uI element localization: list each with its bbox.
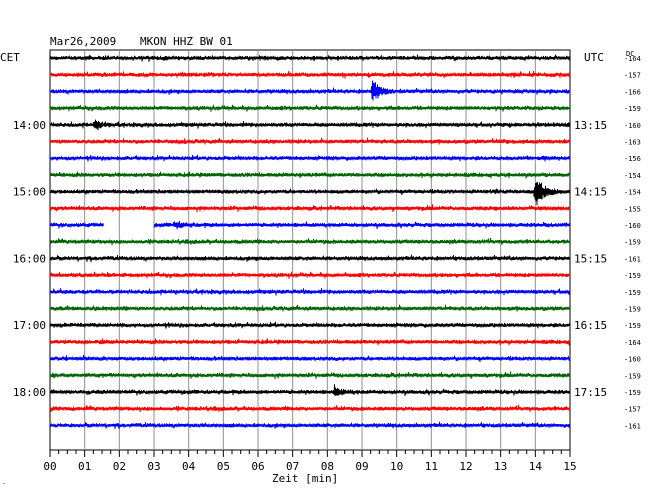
x-tick-label: 12 [459, 460, 472, 473]
trace-line-row-22 [49, 421, 571, 430]
dc-header-label: DC [626, 50, 634, 58]
x-tick-label: 01 [78, 460, 91, 473]
trace-line-row-9 [49, 204, 571, 213]
trace-line-row-20 [49, 384, 571, 397]
trace-line-row-21 [49, 404, 571, 413]
right-hour-label: 14:15 [574, 186, 607, 199]
trace-line-row-1 [49, 70, 571, 79]
dc-offset-label: -156 [624, 155, 641, 163]
x-tick-label: 06 [251, 460, 264, 473]
x-tick-label: 11 [425, 460, 438, 473]
dc-offset-label: -161 [624, 422, 641, 430]
trace-line-row-5 [49, 137, 571, 145]
trace-line-row-4 [49, 119, 571, 131]
dc-offset-label: -159 [624, 239, 641, 247]
dc-offset-label: -164 [624, 339, 641, 347]
left-hour-label: 18:00 [13, 386, 46, 399]
x-tick-label: 03 [147, 460, 160, 473]
dc-offset-label: -159 [624, 272, 641, 280]
x-tick-label: 02 [113, 460, 126, 473]
x-tick-label: 13 [494, 460, 507, 473]
x-tick-label: 00 [43, 460, 56, 473]
dc-offset-label: -154 [624, 172, 641, 180]
dc-offset-label: -166 [624, 88, 641, 96]
chart-date: Mar26,2009 [50, 35, 116, 48]
x-tick-label: 05 [217, 460, 230, 473]
x-tick-label: 07 [286, 460, 299, 473]
left-timezone-label: CET [0, 51, 20, 64]
left-hour-label: 16:00 [13, 252, 46, 265]
trace-line-row-8 [49, 181, 571, 206]
trace-line-row-3 [49, 104, 571, 112]
dc-offset-label: -164 [624, 55, 641, 63]
left-hour-label: 17:00 [13, 319, 46, 332]
trace-line-row-12 [49, 254, 571, 263]
dc-offset-label: -160 [624, 222, 641, 230]
dc-offset-label: -160 [624, 122, 641, 130]
trace-line-row-0 [49, 54, 571, 62]
x-tick-label: 08 [321, 460, 334, 473]
dc-offset-label: -155 [624, 205, 641, 213]
dc-offset-label: -159 [624, 105, 641, 113]
trace-line-row-7 [49, 171, 571, 179]
right-hour-label: 15:15 [574, 252, 607, 265]
plot-frame [49, 49, 571, 451]
x-axis-label: Zeit [min] [272, 472, 338, 485]
right-timezone-label: UTC [584, 51, 604, 64]
x-tick-label: 14 [529, 460, 543, 473]
trace-line-row-13 [49, 271, 571, 279]
trace-line-row-11 [49, 237, 571, 246]
trace-line-row-16 [49, 321, 571, 329]
x-tick-label: 04 [182, 460, 196, 473]
trace-line-row-14 [49, 287, 571, 296]
right-hour-label: 16:15 [574, 319, 607, 332]
left-hour-label: 14:00 [13, 119, 46, 132]
dc-offset-label: -161 [624, 255, 641, 263]
x-tick-label: 09 [355, 460, 368, 473]
x-tick-label: 10 [390, 460, 403, 473]
dc-offset-label: -157 [624, 406, 641, 414]
left-hour-label: 15:00 [13, 186, 46, 199]
dc-offset-label: -159 [624, 306, 641, 314]
dc-offset-label: -157 [624, 72, 641, 80]
right-hour-label: 17:15 [574, 386, 607, 399]
trace-line-row-15 [49, 304, 571, 312]
trace-line-row-18 [49, 354, 571, 363]
trace-line-row-6 [49, 154, 571, 162]
trace-line-row-2 [49, 80, 571, 101]
dc-offset-label: -159 [624, 289, 641, 297]
dc-offset-label: -159 [624, 389, 641, 397]
dc-offset-label: -160 [624, 356, 641, 364]
footer-mark: · [2, 480, 6, 488]
trace-line-row-10 [49, 221, 571, 230]
trace-line-row-19 [49, 371, 571, 380]
right-hour-label: 13:15 [574, 119, 607, 132]
dc-offset-label: -163 [624, 139, 641, 147]
dc-offset-label: -159 [624, 322, 641, 330]
trace-line-row-17 [49, 338, 571, 346]
dc-offset-label: -154 [624, 189, 641, 197]
station-label: MKON HHZ BW 01 [140, 35, 233, 48]
x-tick-label: 15 [563, 460, 576, 473]
dc-offset-label: -159 [624, 372, 641, 380]
